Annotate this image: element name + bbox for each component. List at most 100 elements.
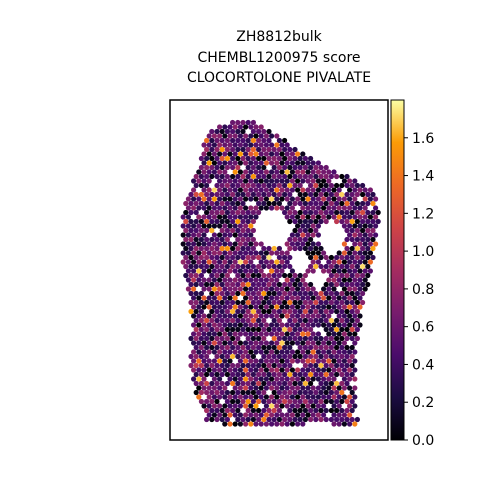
tissue-spot	[206, 367, 212, 373]
tissue-spot	[261, 290, 267, 297]
tissue-spot	[289, 421, 295, 427]
tissue-spot	[237, 304, 243, 310]
tissue-spot	[250, 191, 256, 198]
tissue-spot	[334, 389, 340, 396]
tissue-spot	[279, 268, 285, 274]
tissue-spot	[235, 254, 241, 261]
tissue-spot	[266, 308, 272, 315]
tissue-spot	[240, 146, 246, 153]
tissue-spot	[258, 421, 264, 427]
tissue-spot	[243, 169, 249, 175]
tissue-spot	[289, 322, 295, 328]
tissue-spot	[367, 250, 373, 256]
tissue-spot	[180, 250, 186, 256]
tissue-spot	[237, 223, 243, 229]
tissue-spot	[354, 182, 360, 189]
tissue-spot	[211, 349, 217, 355]
tissue-spot	[341, 295, 347, 301]
tissue-spot	[284, 421, 290, 427]
tissue-spot	[217, 142, 223, 148]
tissue-spot	[266, 299, 272, 306]
tissue-spot	[193, 344, 199, 351]
tissue-spot	[341, 412, 347, 418]
tissue-spot	[334, 254, 340, 261]
tissue-spot	[256, 389, 262, 396]
tissue-spot	[282, 371, 288, 378]
tissue-spot	[279, 340, 285, 346]
tissue-spot	[323, 290, 329, 297]
tissue-spot	[185, 286, 191, 292]
colorbar-tick-label: 1.4	[412, 169, 434, 185]
tissue-spot	[344, 236, 350, 243]
tissue-spot	[224, 353, 230, 360]
tissue-spot	[211, 286, 217, 292]
tissue-spot	[284, 349, 290, 355]
tissue-spot	[302, 236, 308, 243]
tissue-spot	[321, 313, 327, 319]
tissue-spot	[243, 412, 249, 418]
tissue-spot	[245, 308, 251, 315]
tissue-spot	[287, 281, 293, 288]
tissue-spot	[360, 290, 366, 297]
tissue-spot	[349, 407, 355, 414]
tissue-spot	[323, 398, 329, 405]
tissue-spot	[253, 196, 259, 202]
tissue-spot	[269, 277, 275, 283]
tissue-spot	[370, 191, 376, 198]
tissue-spot	[185, 259, 191, 265]
tissue-spot	[308, 263, 314, 270]
tissue-spot	[308, 191, 314, 198]
tissue-spot	[211, 223, 217, 229]
tissue-spot	[302, 155, 308, 162]
tissue-spot	[232, 304, 238, 310]
tissue-spot	[263, 250, 269, 256]
tissue-spot	[222, 340, 228, 346]
tissue-spot	[282, 353, 288, 360]
tissue-spot	[297, 317, 303, 324]
tissue-spot	[188, 263, 194, 270]
tissue-spot	[292, 236, 298, 243]
tissue-spot	[243, 259, 249, 265]
tissue-spot	[315, 403, 321, 409]
tissue-spot	[256, 137, 262, 144]
tissue-spot	[201, 151, 207, 157]
tissue-spot	[302, 407, 308, 414]
tissue-spot	[271, 317, 277, 324]
tissue-spot	[193, 236, 199, 243]
tissue-spot	[282, 272, 288, 279]
tissue-spot	[193, 254, 199, 261]
tissue-spot	[224, 164, 230, 171]
tissue-spot	[276, 137, 282, 144]
tissue-spot	[209, 263, 215, 270]
tissue-spot	[266, 398, 272, 405]
tissue-spot	[297, 191, 303, 198]
tissue-spot	[222, 385, 228, 391]
tissue-spot	[198, 164, 204, 171]
tissue-spot	[269, 187, 275, 193]
tissue-spot	[331, 304, 337, 310]
tissue-spot	[279, 367, 285, 373]
tissue-spot	[219, 218, 225, 225]
tissue-spot	[222, 268, 228, 274]
tissue-spot	[240, 389, 246, 396]
tissue-spot	[302, 389, 308, 396]
tissue-spot	[315, 322, 321, 328]
tissue-spot	[206, 250, 212, 256]
tissue-spot	[222, 196, 228, 202]
tissue-spot	[271, 281, 277, 288]
tissue-spot	[193, 182, 199, 189]
tissue-spot	[347, 178, 353, 184]
tissue-spot	[352, 313, 358, 319]
tissue-spot	[237, 124, 243, 130]
tissue-spot	[344, 290, 350, 297]
tissue-spot	[253, 412, 259, 418]
tissue-spot	[279, 160, 285, 166]
tissue-spot	[336, 322, 342, 328]
tissue-spot	[328, 326, 334, 333]
tissue-spot	[243, 187, 249, 193]
tissue-spot	[211, 358, 217, 364]
tissue-spot	[328, 416, 334, 423]
tissue-spot	[256, 398, 262, 405]
tissue-spot	[276, 182, 282, 189]
tissue-spot	[344, 218, 350, 225]
